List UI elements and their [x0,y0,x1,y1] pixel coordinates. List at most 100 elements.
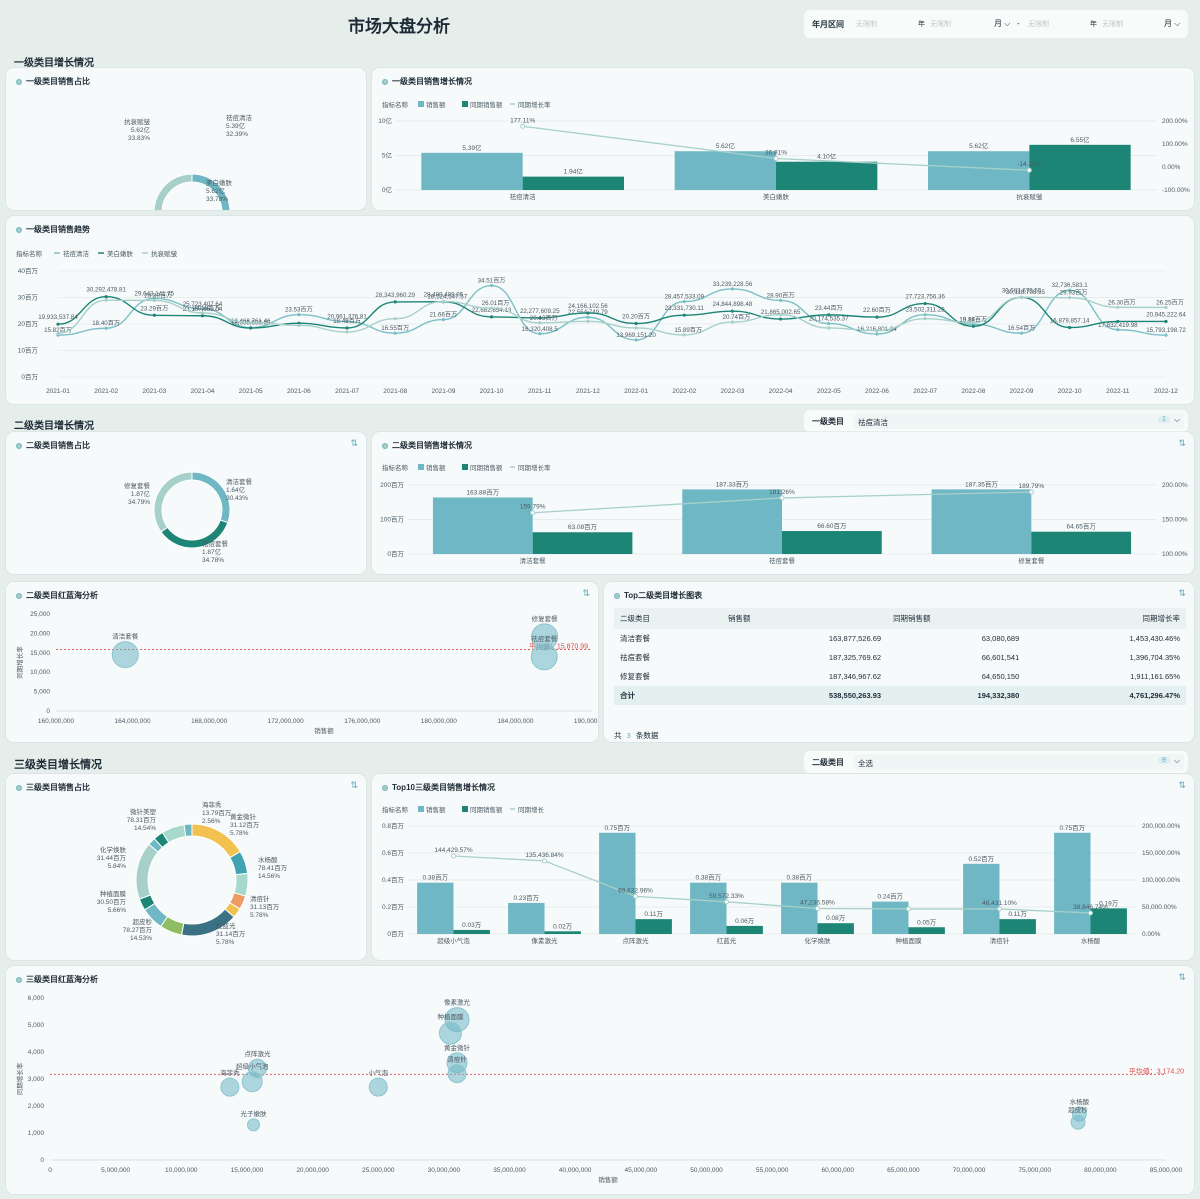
growth-point [997,906,1002,912]
growth-label: 36.81% [765,150,787,157]
x-tick: 红蓝光 [717,936,737,945]
x-tick: 50,000,000 [690,1167,723,1174]
trend-point [1019,295,1024,299]
x-tick: 2022-08 [961,388,985,395]
growth-label: 144,429.57% [434,847,473,854]
start-month-input[interactable]: 无限制 [930,21,951,28]
trend-line [57,284,1167,341]
drill-icon[interactable]: ⇅ [1178,780,1186,790]
level1-filter: 一级类目 祛痘清洁 1 ⌵ [804,410,1188,432]
table-row[interactable]: 修复套餐 187,346,967.62 64,650,150 1,911,161.65… [614,667,1186,686]
legend-swatch [418,101,424,107]
drill-icon[interactable]: ⇅ [1178,972,1186,982]
range-dash: - [1017,19,1020,28]
start-year-input[interactable]: 无限制 [856,21,877,28]
level1-filter-select[interactable]: 祛痘清洁 1 ⌵ [854,413,1184,429]
level1-filter-badge: 1 [1158,416,1170,423]
trend-point [1164,333,1168,337]
col-header[interactable]: 同期销售额 [887,608,1026,629]
level2-filter-select[interactable]: 全选 9 ⌵ [854,754,1184,770]
x-tick: 184,000,000 [497,718,534,725]
legend-title: 指标名称 [382,100,409,109]
trend-point [682,299,686,304]
panel-title: 一级类目销售趋势 [26,225,90,234]
point-label: 25,723,407.64 [183,301,223,308]
cell: 187,346,967.62 [828,672,882,681]
y2-tick: -100.00% [1162,187,1190,194]
bar-label: 163.88百万 [466,488,499,496]
growth-label: 46,431.10% [982,900,1017,907]
point-label: 28,457,533.09 [664,294,704,301]
trend-point [393,331,397,335]
footer-prefix: 共 [614,731,622,740]
x-tick: 0 [48,1167,52,1174]
panel-title-row: 一级类目销售趋势 [16,224,90,235]
point-label: 20.20百万 [622,313,650,320]
cell: 538,550,263.93 [722,686,888,705]
drill-icon[interactable]: ⇅ [350,438,358,448]
trend-point [345,319,349,324]
bar-label: 0.02万 [553,922,573,930]
y-tick: 6,000 [28,995,45,1002]
y-tick: 4,000 [28,1049,45,1056]
table-row[interactable]: 祛痘套餐 187,325,769.62 66,601,541 1,396,704.35… [614,648,1186,667]
pie-value: 1.87亿 [131,489,151,498]
x-axis-label: 销售额 [314,726,334,735]
end-month-input[interactable]: 无限制 [1102,21,1123,28]
pie-slice [153,471,193,533]
panel-title: 一级类目销售占比 [26,77,90,86]
trend-point [634,338,638,342]
panel-title-row: 三级类目红蓝海分析 [16,974,98,985]
pie-value: 5.62亿 [131,125,151,134]
cell: 合计 [614,686,723,705]
y-tick: 0百万 [387,550,404,558]
start-month-select[interactable]: 月 ⌵ [994,18,1010,29]
x-tick: 2022-01 [624,388,648,395]
level2-filter-badge: 9 [1158,757,1170,764]
trend-point [971,324,975,328]
drill-icon[interactable]: ⇅ [582,588,590,598]
line-chart-level1: 指标名称 祛痘清洁 美白嫩肤 抗衰赋皱 40百万 30百万 20百万 10百万 0百万 2021-… [16,249,1186,395]
panel-title: Top10三级类目销售增长情况 [392,783,495,792]
bar [963,863,1000,934]
pie-label: 祛痘套餐 [202,539,229,548]
bar-label: 187.33百万 [716,480,749,488]
pie-value: 30.50百万 [97,898,127,906]
col-header[interactable]: 二级类目 [614,608,723,629]
bubble-label: 超级小气泡 [236,1062,269,1071]
trend-point [1164,305,1168,310]
drill-icon[interactable]: ⇅ [1178,588,1186,598]
table-row[interactable]: 清洁套餐 163,877,526.69 63,080,689 1,453,430.46… [614,629,1186,648]
drill-icon[interactable]: ⇅ [1178,438,1186,448]
level1-filter-label: 一级类目 [812,417,844,426]
panel-level2-share: 二级类目销售占比 ⇅ 清洁套餐 1.64亿 30.43% 祛痘套餐 1.87亿 34.78… [6,432,366,574]
col-header[interactable]: 销售额 [722,608,888,629]
pie-label: 化学焕肤 [100,845,127,854]
legend-swatch [462,101,468,107]
scatter-chart-level2: 25,000 20,000 15,000 10,000 5,000 0 160,000,00… [15,611,598,735]
scatter-chart-level3: 6,000 5,000 4,000 3,000 2,000 1,000 00 5,000,00… [15,995,1184,1184]
point-label: 28,524,547.57 [428,293,468,300]
x-tick: 2022-04 [769,388,793,395]
point-label: 30,083,679.55 [1002,287,1042,294]
x-tick: 40,000,000 [559,1167,592,1174]
bar-label: 0.05万 [917,918,937,926]
bar-label: 0.03万 [462,921,482,929]
legend-title: 指标名称 [16,249,43,258]
drill-icon[interactable]: ⇅ [350,780,358,790]
pie-label: 海菲秀 [202,800,222,809]
col-header[interactable]: 同期增长率 [1025,608,1186,629]
trend-point [538,316,542,320]
pie-pct: 5.66% [108,907,127,914]
growth-label: 189.79% [1018,483,1044,490]
end-month-select[interactable]: 月 ⌵ [1164,18,1180,29]
point-label: 16,879,857.14 [1050,317,1090,324]
trend-point [345,330,349,334]
legend-label: 销售额 [426,100,446,109]
bubble [438,1021,462,1045]
point-label: 26.25百万 [1156,299,1184,306]
end-year-input[interactable]: 无限制 [1028,21,1049,28]
pie-pct: 34.78% [202,557,224,564]
y-tick: 2,000 [28,1103,45,1110]
trend-point [489,283,494,288]
